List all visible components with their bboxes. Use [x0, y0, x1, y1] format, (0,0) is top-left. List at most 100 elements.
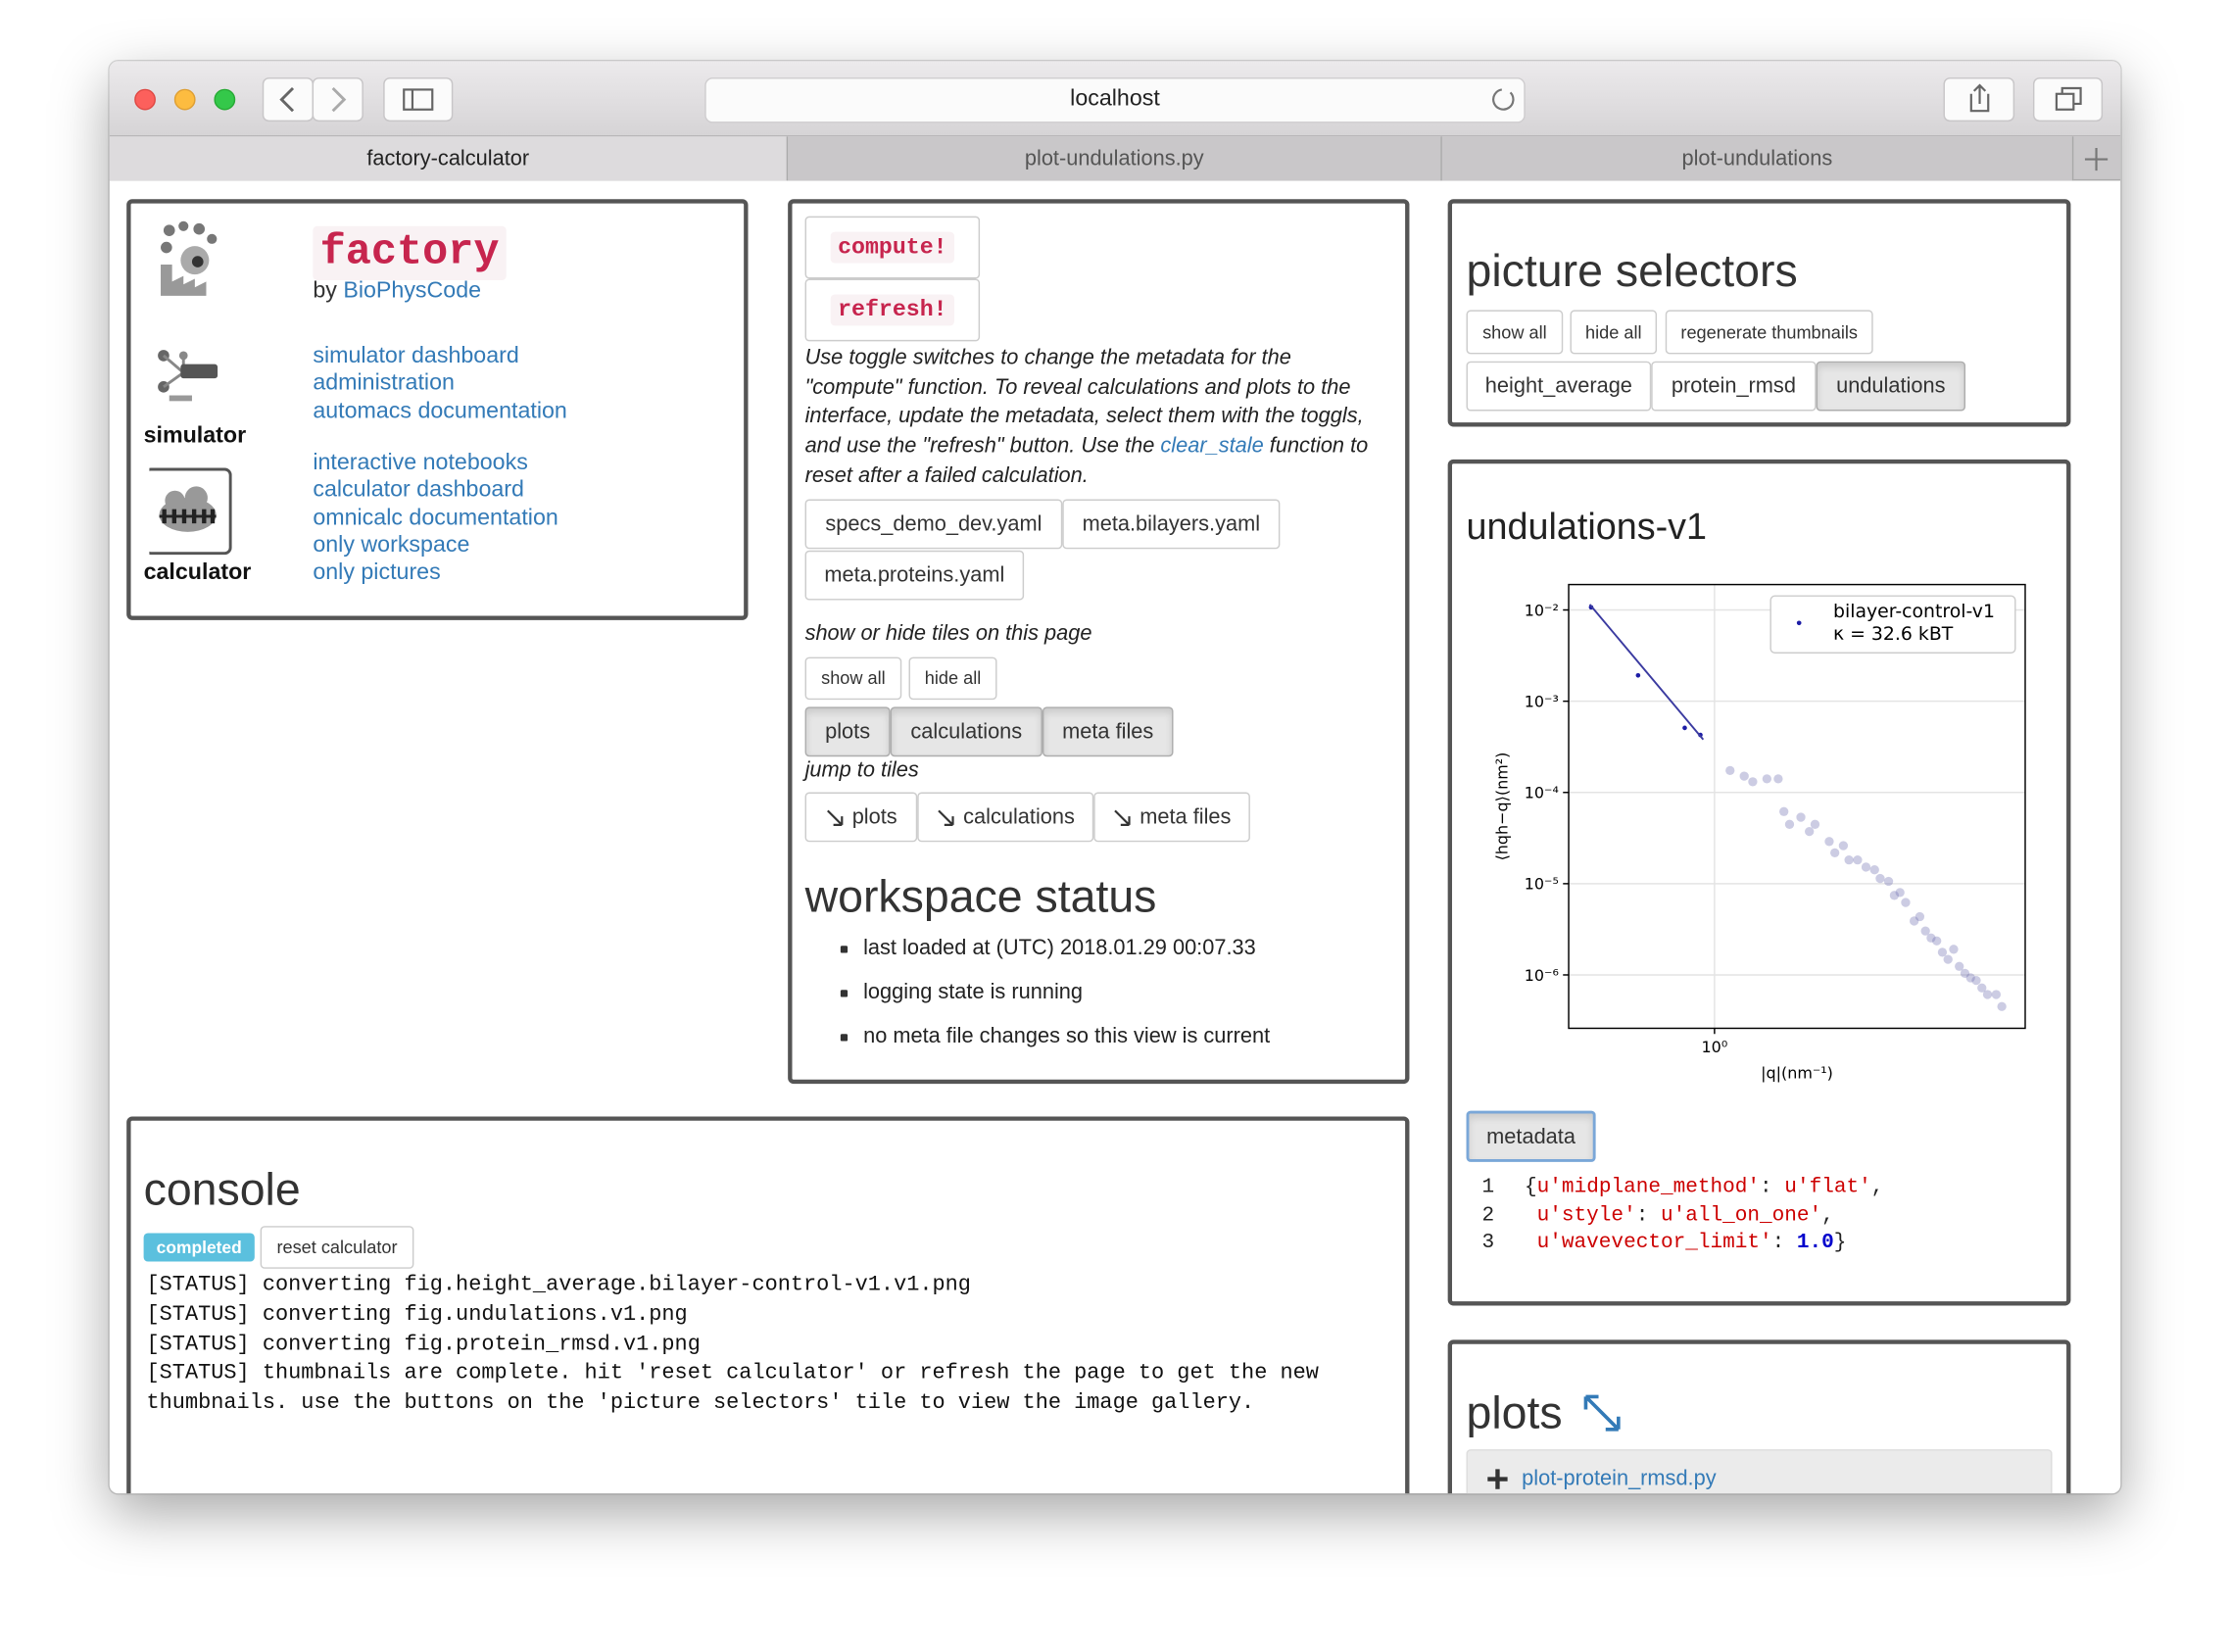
- console-log: [STATUS] converting fig.height_average.b…: [147, 1270, 1384, 1418]
- selector-button[interactable]: hide all: [1570, 310, 1658, 355]
- sidebar-button[interactable]: [383, 77, 454, 122]
- jump-arrow-icon: [938, 808, 955, 826]
- description-text: function to reset after a failed calcula…: [804, 433, 1369, 488]
- action-button[interactable]: refresh!: [804, 278, 981, 342]
- tab[interactable]: plot-undulations: [1441, 136, 2074, 181]
- code-token: u'style': [1536, 1203, 1636, 1227]
- selector-button[interactable]: regenerate thumbnails: [1665, 310, 1873, 355]
- url-bar[interactable]: [704, 77, 1526, 123]
- selectors-title: picture selectors: [1466, 244, 1798, 296]
- point: [1682, 725, 1687, 731]
- forward-button[interactable]: [312, 77, 364, 122]
- description-link[interactable]: clear_stale: [1160, 433, 1264, 459]
- console-tile: [126, 1116, 1410, 1494]
- minimize-button[interactable]: [173, 88, 196, 111]
- faded-point: [1853, 855, 1863, 865]
- nav-link[interactable]: administration: [313, 371, 455, 396]
- status-bullet: [840, 990, 848, 997]
- forward-icon: [331, 86, 347, 113]
- legend-label: bilayer-control-v1: [1833, 601, 1995, 622]
- stage: localhost 10⁻² 10⁻³ 10⁻⁴ 10⁻⁵ 10⁻⁶ 10⁰ |q|(nm: [109, 61, 2121, 1494]
- jump-label: plots: [851, 804, 897, 830]
- tiles-prompt: show or hide tiles on this page: [804, 621, 1092, 646]
- faded-point: [1997, 1001, 2007, 1011]
- reset-button[interactable]: reset calculator: [260, 1226, 414, 1269]
- faded-point: [1889, 891, 1900, 900]
- code-line: u'style': u'all_on_one',: [1537, 1204, 1834, 1227]
- reload-icon[interactable]: [1492, 88, 1515, 111]
- status-badge: completed: [143, 1233, 255, 1262]
- controls-tile: [788, 199, 1410, 1085]
- expand-icon: [1487, 1469, 1508, 1489]
- nav-link[interactable]: only pictures: [313, 560, 441, 585]
- selector-button[interactable]: show all: [1466, 310, 1564, 355]
- tab[interactable]: factory-calculator: [109, 136, 789, 181]
- status-item: last loaded at (UTC) 2018.01.29 00:07.33: [863, 936, 1256, 960]
- code-line: {u'midplane_method': u'flat',: [1525, 1176, 1883, 1198]
- faded-point: [1965, 973, 1975, 983]
- faded-point: [1937, 947, 1948, 957]
- picture-toggle[interactable]: height_average: [1466, 361, 1652, 412]
- code-token: u'midplane_method': [1536, 1176, 1761, 1199]
- nav-link[interactable]: interactive notebooks: [313, 451, 528, 475]
- byline-link[interactable]: BioPhysCode: [343, 278, 482, 304]
- faded-point: [1932, 936, 1942, 946]
- tile-toggle[interactable]: plots: [804, 706, 891, 757]
- nav-link[interactable]: only workspace: [313, 533, 470, 558]
- faded-point: [1991, 990, 2001, 999]
- action-button[interactable]: compute!: [804, 216, 981, 279]
- action-label: compute!: [830, 231, 954, 264]
- file-toggle[interactable]: meta.proteins.yaml: [804, 550, 1025, 601]
- action-label: refresh!: [830, 294, 954, 326]
- status-title: workspace status: [804, 870, 1157, 922]
- picture-toggle[interactable]: protein_rmsd: [1651, 361, 1817, 412]
- x-axis-label: |q|(nm⁻¹): [1761, 1063, 1833, 1082]
- tabs-button[interactable]: [2032, 77, 2104, 122]
- plot-item-header[interactable]: [1466, 1449, 2053, 1494]
- back-button[interactable]: [262, 77, 315, 122]
- byline-text: by: [313, 278, 337, 304]
- legend-marker: [1796, 620, 1802, 626]
- plot-area: [1569, 584, 2025, 1029]
- point: [1635, 672, 1641, 678]
- faded-point: [1883, 876, 1894, 887]
- tile-toggle[interactable]: calculations: [890, 706, 1042, 757]
- y-tick-label: 10⁻³: [1525, 692, 1559, 710]
- plot-item-link[interactable]: plot-protein_rmsd.py: [1522, 1466, 1717, 1491]
- nav-link[interactable]: simulator dashboard: [313, 344, 519, 368]
- faded-point: [1977, 983, 1987, 993]
- close-button[interactable]: [134, 88, 156, 111]
- simulator-icon: [158, 350, 218, 402]
- nav-link[interactable]: calculator dashboard: [313, 478, 524, 503]
- plots-arrow-icon[interactable]: [1578, 1389, 1626, 1437]
- description-text: Use toggle switches to change the metada…: [804, 345, 1364, 459]
- jump-button[interactable]: plots: [804, 792, 918, 843]
- metadata-button[interactable]: metadata: [1466, 1110, 1596, 1162]
- new-tab-button[interactable]: [2073, 136, 2120, 180]
- show-all-button[interactable]: show all: [804, 656, 902, 701]
- log-line: [STATUS] converting fig.height_average.b…: [146, 1271, 971, 1297]
- y-tick-label: 10⁻⁶: [1525, 966, 1559, 985]
- file-toggle[interactable]: meta.bilayers.yaml: [1062, 499, 1281, 550]
- factory-icons: [149, 220, 232, 556]
- tile-toggle[interactable]: meta files: [1042, 706, 1174, 757]
- file-toggle[interactable]: specs_demo_dev.yaml: [804, 499, 1063, 550]
- tab[interactable]: plot-undulations.py: [788, 136, 1442, 181]
- picture-toggle[interactable]: undulations: [1816, 361, 1966, 412]
- hide-all-button[interactable]: hide all: [908, 656, 997, 701]
- faded-point: [1739, 771, 1749, 781]
- nav-link[interactable]: automacs documentation: [313, 399, 567, 423]
- y-axis-label: ⟨hqh−q⟩(nm²): [1493, 753, 1512, 861]
- status-item: no meta file changes so this view is cur…: [863, 1024, 1271, 1048]
- jump-button[interactable]: meta files: [1093, 792, 1250, 843]
- zoom-button[interactable]: [214, 88, 236, 111]
- undulation-chart: 10⁻² 10⁻³ 10⁻⁴ 10⁻⁵ 10⁻⁶ 10⁰ |q|(nm⁻¹) ⟨hqh−q⟩(…: [1493, 583, 2026, 1082]
- faded-point: [1869, 865, 1879, 875]
- jump-label: meta files: [1139, 804, 1232, 830]
- tabs-icon-back: [2060, 86, 2082, 106]
- nav-link[interactable]: omnicalc documentation: [313, 506, 558, 530]
- sidebar-icon: [403, 88, 434, 111]
- jump-button[interactable]: calculations: [917, 792, 1094, 843]
- faded-point: [1955, 961, 1964, 971]
